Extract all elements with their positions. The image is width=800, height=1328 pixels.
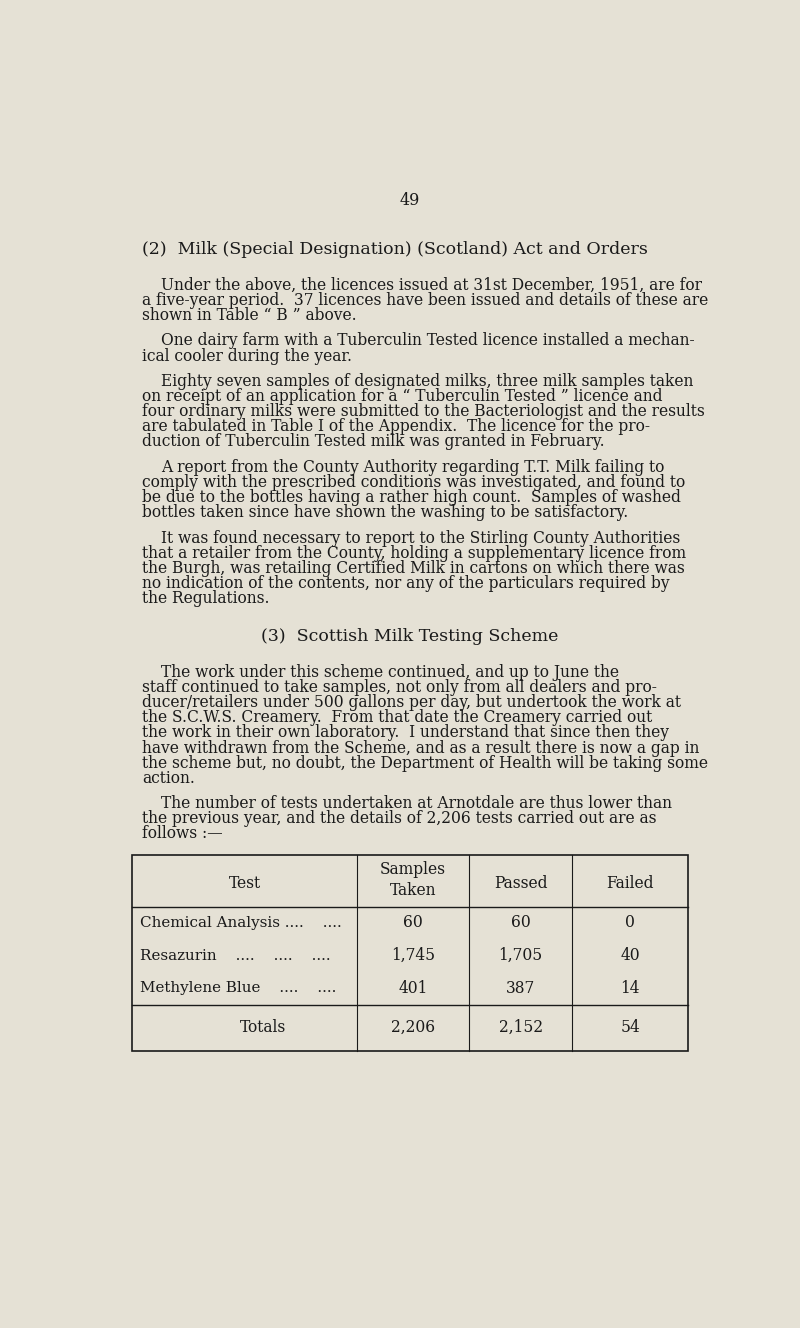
Text: Methylene Blue    ....    ....: Methylene Blue .... .... [140,981,336,995]
Text: 1,705: 1,705 [498,947,542,964]
Text: The number of tests undertaken at Arnotdale are thus lower than: The number of tests undertaken at Arnotd… [161,795,672,813]
Text: Resazurin    ....    ....    ....: Resazurin .... .... .... [140,948,330,963]
Text: shown in Table “ B ” above.: shown in Table “ B ” above. [142,307,357,324]
Text: on receipt of an application for a “ Tuberculin Tested ” licence and: on receipt of an application for a “ Tub… [142,388,662,405]
Text: comply with the prescribed conditions was investigated, and found to: comply with the prescribed conditions wa… [142,474,686,491]
Text: Taken: Taken [390,882,436,899]
Text: The work under this scheme continued, and up to June the: The work under this scheme continued, an… [161,664,618,681]
Text: bottles taken since have shown the washing to be satisfactory.: bottles taken since have shown the washi… [142,505,629,522]
Text: It was found necessary to report to the Stirling County Authorities: It was found necessary to report to the … [161,530,680,547]
Text: staff continued to take samples, not only from all dealers and pro-: staff continued to take samples, not onl… [142,679,657,696]
Text: the Regulations.: the Regulations. [142,590,270,607]
Text: Test: Test [229,875,261,892]
Text: 60: 60 [510,915,530,931]
Text: that a retailer from the County, holding a supplementary licence from: that a retailer from the County, holding… [142,544,686,562]
Text: 54: 54 [620,1019,640,1036]
Text: 40: 40 [620,947,640,964]
Text: 1,745: 1,745 [391,947,435,964]
Text: ducer/retailers under 500 gallons per day, but undertook the work at: ducer/retailers under 500 gallons per da… [142,695,681,712]
Bar [132,855,688,1050]
Text: A report from the County Authority regarding T.T. Milk failing to: A report from the County Authority regar… [161,459,664,475]
Text: 2,206: 2,206 [391,1019,435,1036]
Text: a five-year period.  37 licences have been issued and details of these are: a five-year period. 37 licences have bee… [142,292,709,309]
Text: are tabulated in Table I of the Appendix.  The licence for the pro-: are tabulated in Table I of the Appendix… [142,418,650,436]
Text: the scheme but, no doubt, the Department of Health will be taking some: the scheme but, no doubt, the Department… [142,754,708,772]
Text: the Burgh, was retailing Certified Milk in cartons on which there was: the Burgh, was retailing Certified Milk … [142,560,685,576]
Text: be due to the bottles having a rather high count.  Samples of washed: be due to the bottles having a rather hi… [142,489,681,506]
Text: 14: 14 [620,980,640,997]
Text: 401: 401 [398,980,428,997]
Text: Chemical Analysis ....    ....: Chemical Analysis .... .... [140,916,342,930]
Text: 60: 60 [403,915,423,931]
Text: duction of Tuberculin Tested milk was granted in February.: duction of Tuberculin Tested milk was gr… [142,433,605,450]
Text: (3)  Scottish Milk Testing Scheme: (3) Scottish Milk Testing Scheme [262,628,558,644]
Text: 2,152: 2,152 [498,1019,542,1036]
Text: 0: 0 [625,915,635,931]
Text: Under the above, the licences issued at 31st December, 1951, are for: Under the above, the licences issued at … [161,276,702,293]
Text: ical cooler during the year.: ical cooler during the year. [142,348,352,365]
Text: Totals: Totals [240,1019,286,1036]
Text: the S.C.W.S. Creamery.  From that date the Creamery carried out: the S.C.W.S. Creamery. From that date th… [142,709,653,726]
Text: 387: 387 [506,980,535,997]
Text: (2)  Milk (Special Designation) (Scotland) Act and Orders: (2) Milk (Special Designation) (Scotland… [142,240,648,258]
Text: no indication of the contents, nor any of the particulars required by: no indication of the contents, nor any o… [142,575,670,592]
Text: the previous year, and the details of 2,206 tests carried out are as: the previous year, and the details of 2,… [142,810,657,827]
Text: have withdrawn from the Scheme, and as a result there is now a gap in: have withdrawn from the Scheme, and as a… [142,740,699,757]
Text: Failed: Failed [606,875,654,892]
Text: Samples: Samples [380,862,446,878]
Text: four ordinary milks were submitted to the Bacteriologist and the results: four ordinary milks were submitted to th… [142,404,705,420]
Text: follows :—: follows :— [142,826,222,842]
Text: Eighty seven samples of designated milks, three milk samples taken: Eighty seven samples of designated milks… [161,373,693,390]
Text: Passed: Passed [494,875,547,892]
Text: One dairy farm with a Tuberculin Tested licence installed a mechan-: One dairy farm with a Tuberculin Tested … [161,332,694,349]
Text: 49: 49 [400,193,420,208]
Text: the work in their own laboratory.  I understand that since then they: the work in their own laboratory. I unde… [142,725,669,741]
Text: action.: action. [142,770,195,788]
